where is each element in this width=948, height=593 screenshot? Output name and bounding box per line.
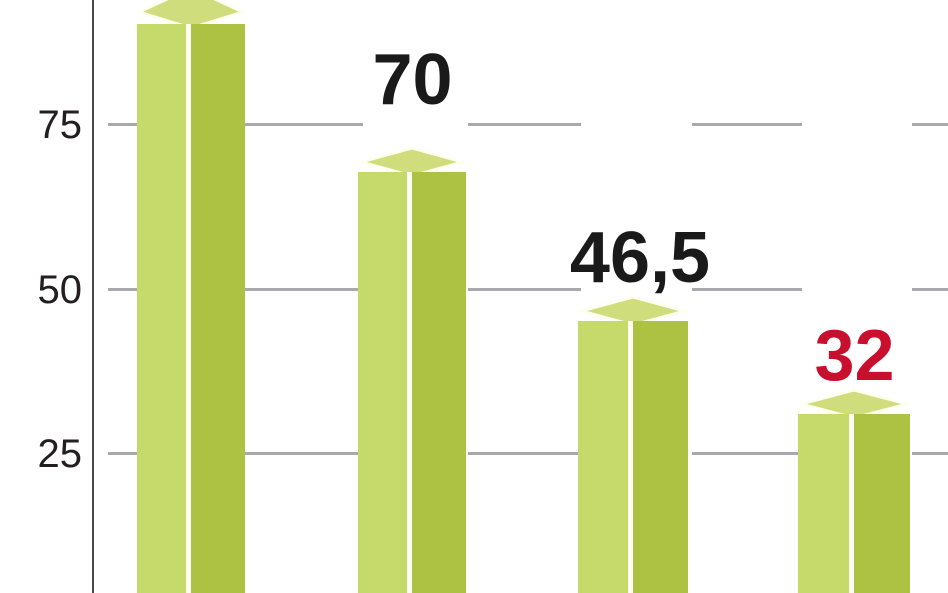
bar-3-body bbox=[578, 321, 688, 593]
gridline-25-seg5 bbox=[912, 452, 948, 455]
gridline-75-seg3 bbox=[468, 123, 581, 126]
y-tick-label-75: 75 bbox=[37, 103, 83, 147]
bar-2-value-label: 70 bbox=[372, 40, 453, 120]
gridline-75-seg4 bbox=[692, 123, 802, 126]
y-tick-label-25: 25 bbox=[37, 432, 83, 476]
bar-4 bbox=[798, 388, 910, 593]
bar-2-edge-highlight bbox=[407, 172, 412, 593]
gridline-50-seg1 bbox=[108, 288, 146, 291]
bar-3-value-label: 46,5 bbox=[569, 218, 711, 298]
bar-2-right-face bbox=[412, 172, 466, 593]
gridline-50-seg4 bbox=[692, 288, 802, 291]
bar-3-right-face bbox=[633, 321, 688, 593]
bar-4-body bbox=[798, 414, 910, 593]
bar-1 bbox=[137, 0, 245, 593]
bar-2-left-face bbox=[358, 172, 407, 593]
bar-3-edge-highlight bbox=[628, 321, 633, 593]
bar-4-edge-highlight bbox=[849, 414, 854, 593]
bar-2-top-face bbox=[358, 146, 466, 176]
gridline-50-seg3 bbox=[468, 288, 581, 291]
bar-1-top-face bbox=[137, 0, 245, 28]
bar-1-left-face bbox=[137, 24, 186, 593]
bar-2 bbox=[358, 146, 466, 593]
gridline-75-seg2 bbox=[245, 123, 363, 126]
bar-1-right-face bbox=[191, 24, 245, 593]
bar-4-left-face bbox=[798, 414, 849, 593]
gridline-25-seg2 bbox=[245, 452, 363, 455]
bar-1-body bbox=[137, 24, 245, 593]
bar-3-left-face bbox=[578, 321, 628, 593]
gridline-50-seg2 bbox=[245, 288, 363, 291]
bar-4-top-face bbox=[798, 388, 910, 418]
gridline-75-seg5 bbox=[912, 123, 948, 126]
gridline-25-seg3 bbox=[468, 452, 581, 455]
bar-1-edge-highlight bbox=[186, 24, 191, 593]
y-tick-label-50: 50 bbox=[37, 268, 83, 312]
y-axis-line bbox=[92, 0, 94, 593]
bar-3 bbox=[578, 295, 688, 593]
gridline-75-seg1 bbox=[108, 123, 146, 126]
gridline-25-seg4 bbox=[692, 452, 802, 455]
bar-2-body bbox=[358, 172, 466, 593]
bar-4-right-face bbox=[854, 414, 910, 593]
gridline-25-seg1 bbox=[108, 452, 146, 455]
gridline-50-seg5 bbox=[912, 288, 948, 291]
bar-4-value-label: 32 bbox=[814, 316, 895, 396]
bar-3-top-face bbox=[578, 295, 688, 325]
